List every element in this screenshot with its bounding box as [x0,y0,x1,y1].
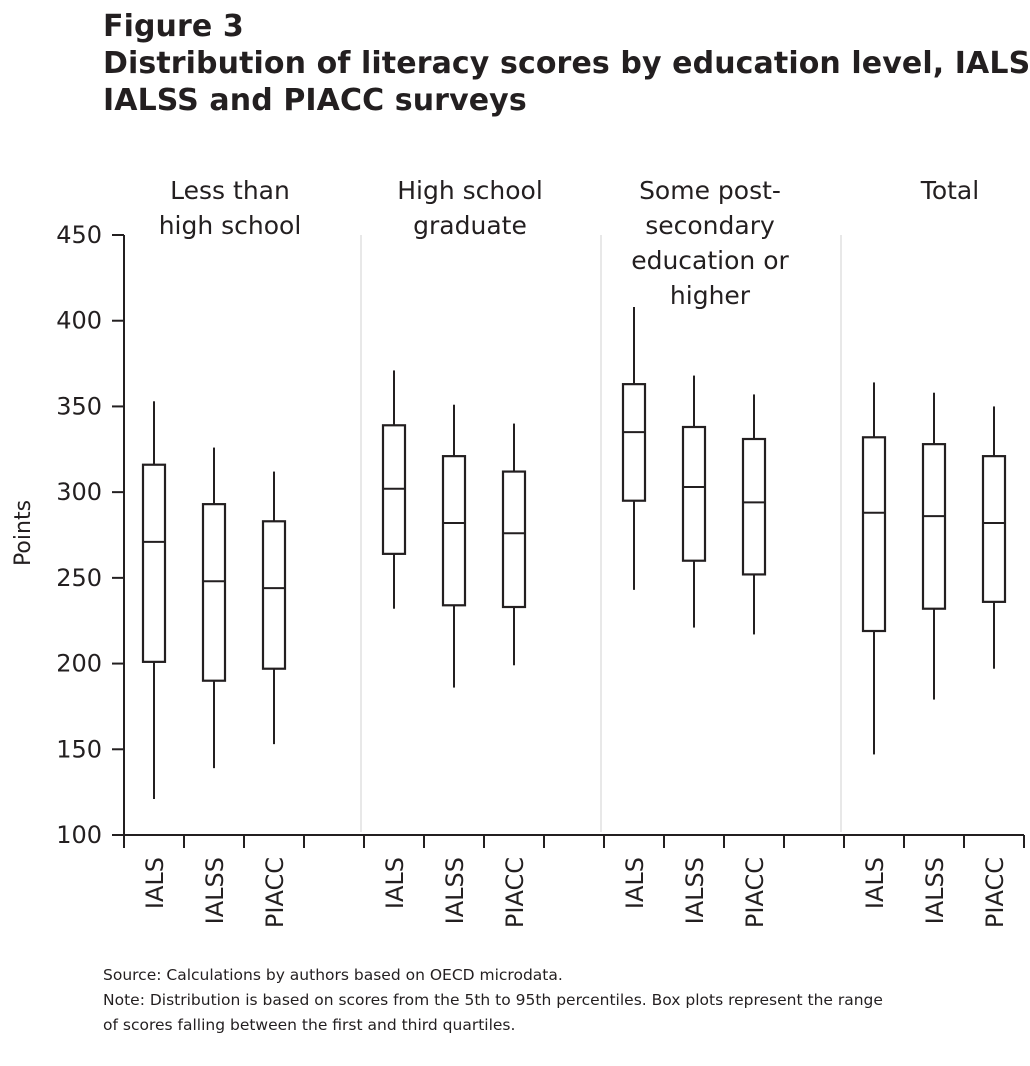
quartile-box [441,455,467,607]
x-category-label: PIACC [981,857,1009,928]
distribution-note-line-2: of scores falling between the first and … [103,1016,516,1034]
x-category-label: PIACC [741,857,769,928]
x-category-label: PIACC [261,857,289,928]
x-category-label: IALS [621,857,649,909]
group-heading-line: graduate [413,211,527,240]
y-tick-label: 200 [56,650,102,678]
x-category-label: IALSS [921,857,949,924]
x-category-label: IALSS [441,857,469,924]
group-heading-line: high school [159,211,302,240]
group-heading-line: secondary [645,211,775,240]
y-tick-label: 400 [56,307,102,335]
y-tick-label: 350 [56,392,102,420]
y-tick-label: 250 [56,564,102,592]
group-heading-line: higher [670,281,751,310]
quartile-box [141,463,167,663]
y-axis-title: Points [11,500,36,566]
group-heading-line: High school [397,176,543,205]
x-category-label: IALS [861,857,889,909]
figure-title-line-1: Distribution of literacy scores by educa… [103,46,1030,81]
group-heading-line: Some post- [639,176,781,205]
y-tick-label: 300 [56,478,102,506]
source-note: Source: Calculations by authors based on… [103,966,563,984]
x-category-label: IALS [141,857,169,909]
quartile-box [861,436,887,633]
x-category-label: IALSS [201,857,229,924]
figure-title: Figure 3 Distribution of literacy scores… [103,8,1030,119]
group-heading-line: Total [920,176,979,205]
quartile-box [501,470,527,609]
quartile-box [741,437,767,576]
x-category-label: IALS [381,857,409,909]
quartile-box [261,520,287,670]
quartile-box [921,443,947,610]
x-category-label: IALSS [681,857,709,924]
figure-notes: Source: Calculations by authors based on… [103,963,1003,1038]
group-heading-line: Less than [170,176,290,205]
distribution-note-line-1: Note: Distribution is based on scores fr… [103,991,883,1009]
quartile-box [981,455,1007,603]
x-category-label: PIACC [501,857,529,928]
y-tick-label: 150 [56,735,102,763]
group-heading-line: education or [631,246,789,275]
quartile-box [681,425,707,562]
y-tick-label: 450 [56,221,102,249]
y-tick-label: 100 [56,821,102,849]
quartile-box [621,383,647,502]
figure-title-line-2: IALSS and PIACC surveys [103,83,527,118]
quartile-box [201,503,227,682]
figure-label: Figure 3 [103,9,244,44]
